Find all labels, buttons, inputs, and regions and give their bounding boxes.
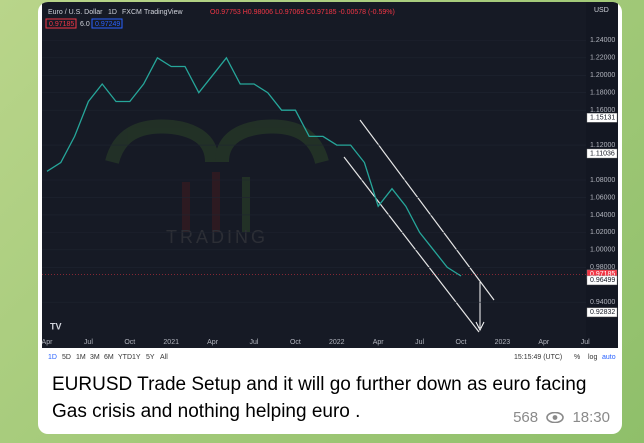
range-button[interactable]: 1Y	[132, 354, 141, 361]
tv-logo: TV	[50, 321, 62, 331]
range-button[interactable]: 5Y	[146, 354, 155, 361]
range-button[interactable]: 1M	[76, 354, 86, 361]
eye-icon	[546, 411, 565, 424]
y-tick-label: 1.22000	[590, 55, 615, 62]
clock[interactable]: 15:15:49 (UTC)	[514, 354, 563, 361]
y-tick-label: 1.16000	[590, 107, 615, 114]
y-tick-label: 1.24000	[590, 37, 615, 44]
y-tick-label: 1.00000	[590, 247, 615, 254]
toolbar: 1D 5D 1M 3M 6M YTD 1Y 5Y All 15:15:49 (UTC)% log au…	[42, 348, 618, 368]
channel-lower	[343, 156, 480, 333]
chart-background	[42, 2, 618, 348]
y-tick-label: 1.02000	[590, 229, 615, 236]
y-tick-label: 1.20000	[590, 72, 615, 79]
message-line: EURUSD Trade Setup and it will go furthe…	[52, 374, 587, 395]
price-mark	[586, 275, 618, 286]
message-bubble: TRADING Euro / U.S. Dollar 1D FXCM Tradi…	[38, 2, 622, 434]
range-button[interactable]: All	[160, 354, 168, 361]
price-mark	[586, 307, 618, 318]
sell-price: 0.97185	[49, 21, 74, 28]
y-tick-label: 1.04000	[590, 212, 615, 219]
price-mark-label: 1.15131	[590, 115, 615, 122]
symbol: Euro / U.S. Dollar	[48, 9, 103, 16]
x-tick-label: Jul	[84, 339, 93, 346]
y-tick-label: 0.98000	[590, 264, 615, 271]
range-button[interactable]: YTD	[118, 354, 132, 361]
interval: 1D	[108, 9, 117, 16]
x-tick-label: Apr	[42, 339, 53, 346]
range-button[interactable]: 3M	[90, 354, 100, 361]
y-tick-label: 1.08000	[590, 177, 615, 184]
x-tick-label: Oct	[290, 339, 301, 346]
y-tick-label: 1.06000	[590, 194, 615, 201]
views: 568	[513, 409, 539, 426]
y-tick-label: 0.94000	[590, 299, 615, 306]
platform: TradingView	[144, 9, 183, 16]
currency: USD	[594, 7, 609, 14]
range-button[interactable]: 6M	[104, 354, 114, 361]
price-mark-label: 0.97185	[590, 271, 615, 278]
sell-box[interactable]	[45, 18, 77, 29]
option-button[interactable]: %	[574, 354, 581, 361]
buy-box[interactable]	[91, 18, 123, 29]
y-tick-label: 1.18000	[590, 90, 615, 97]
chart-image[interactable]: TRADING Euro / U.S. Dollar 1D FXCM Tradi…	[42, 2, 618, 348]
x-tick-label: Apr	[538, 339, 550, 346]
option-button[interactable]: auto	[602, 354, 616, 361]
channel-upper	[359, 119, 495, 301]
range-button[interactable]: 1D	[48, 354, 57, 361]
y-tick-label: 1.12000	[590, 142, 615, 149]
buy-price: 0.97249	[95, 21, 120, 28]
x-tick-label: 2023	[495, 339, 511, 346]
x-tick-label: Oct	[124, 339, 135, 346]
x-tick-label: 2021	[163, 339, 179, 346]
watermark: TRADING	[105, 119, 329, 247]
price-mark-label: 0.92832	[590, 309, 615, 316]
x-tick-label: 2022	[329, 339, 345, 346]
option-button[interactable]: log	[588, 354, 598, 361]
svg-text:TRADING: TRADING	[166, 227, 268, 247]
x-tick-label: Apr	[207, 339, 219, 346]
range-button[interactable]: 5D	[62, 354, 71, 361]
message-line: Gas crisis and nothing helping euro .	[52, 401, 361, 422]
price-mark	[586, 113, 618, 123]
x-tick-label: Jul	[581, 339, 590, 346]
price-line	[46, 56, 462, 277]
price-mark-label: 0.96499	[590, 277, 615, 284]
spread: 6.0	[80, 21, 90, 28]
price-axis	[586, 2, 618, 348]
message-meta: 568 18:30	[513, 409, 610, 426]
price-mark-label: 1.11036	[590, 150, 615, 157]
arrow-head	[475, 321, 485, 332]
time: 18:30	[572, 409, 610, 426]
x-tick-label: Jul	[250, 339, 259, 346]
x-tick-label: Jul	[415, 339, 424, 346]
x-tick-label: Oct	[456, 339, 467, 346]
source: FXCM	[122, 9, 142, 16]
x-tick-label: Apr	[373, 339, 385, 346]
price-mark	[586, 148, 618, 159]
ohlc: O0.97753 H0.98006 L0.97069 C0.97185 -0.0…	[210, 9, 395, 16]
